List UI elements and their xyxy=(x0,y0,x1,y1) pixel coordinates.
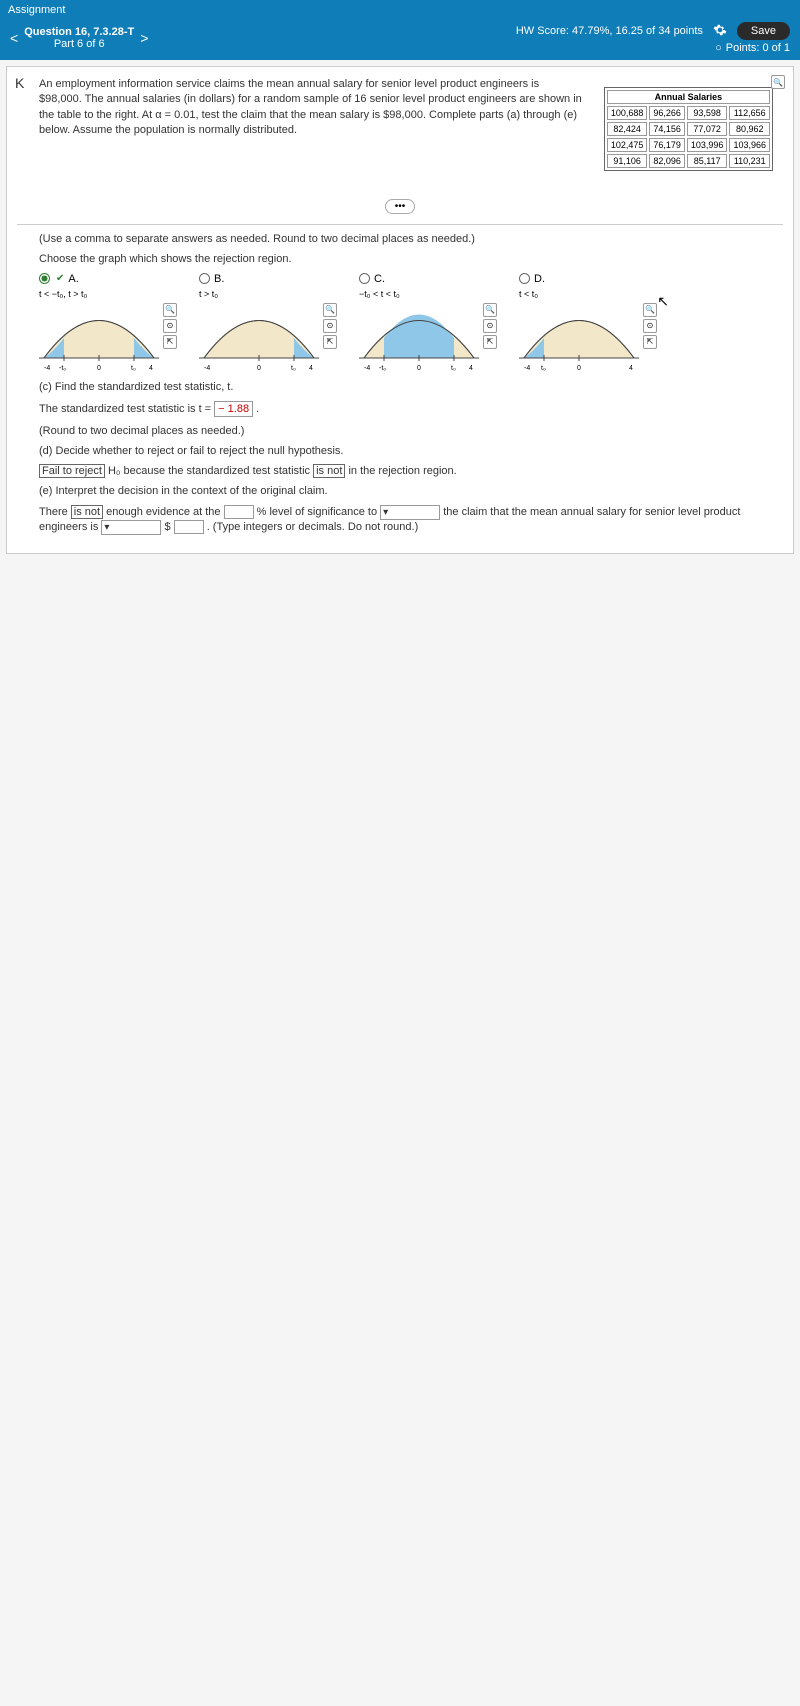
part-c-prompt: (c) Find the standardized test statistic… xyxy=(39,381,783,393)
option-c-label: C. xyxy=(374,273,385,285)
zoom-in-icon[interactable]: 🔍 xyxy=(323,303,337,317)
option-a-graph: -4 -t₀ 0 t₀ 4 🔍 ⊙ ⇱ xyxy=(39,303,159,373)
t-stat-input[interactable]: − 1.88 xyxy=(214,401,253,417)
table-row: 82,42474,15677,07280,962 xyxy=(607,122,770,136)
choose-graph-prompt: Choose the graph which shows the rejecti… xyxy=(39,253,783,265)
points-label: Points: 0 of 1 xyxy=(726,42,790,54)
zoom-reset-icon[interactable]: ⊙ xyxy=(643,319,657,333)
question-header: < Question 16, 7.3.28-T Part 6 of 6 > HW… xyxy=(0,20,800,60)
zoom-in-icon[interactable]: 🔍 xyxy=(163,303,177,317)
zoom-in-icon[interactable]: 🔍 xyxy=(483,303,497,317)
problem-statement: An employment information service claims… xyxy=(39,77,583,139)
svg-text:0: 0 xyxy=(97,365,101,372)
svg-text:4: 4 xyxy=(469,365,473,372)
option-c[interactable]: C. −t₀ < t < t₀ -4 -t₀ 0 t₀ 4 xyxy=(359,273,479,373)
popout-icon[interactable]: ⇱ xyxy=(323,335,337,349)
salary-table: Annual Salaries 100,68896,26693,598112,6… xyxy=(604,87,773,171)
part-e-answer: There is not enough evidence at the % le… xyxy=(39,505,783,535)
gear-icon[interactable] xyxy=(713,23,727,40)
question-content: K An employment information service clai… xyxy=(6,66,794,554)
svg-text:t₀: t₀ xyxy=(131,365,136,372)
prev-question-button[interactable]: < xyxy=(10,30,18,46)
part-label: Part 6 of 6 xyxy=(24,38,134,50)
radio-b[interactable] xyxy=(199,273,210,284)
option-b[interactable]: B. t > t₀ -4 0 t₀ 4 🔍 ⊙ xyxy=(199,273,319,373)
part-c-round-note: (Round to two decimal places as needed.) xyxy=(39,425,783,437)
svg-text:-t₀: -t₀ xyxy=(59,365,66,372)
table-zoom-icon[interactable]: 🔍 xyxy=(771,75,785,89)
comparison-dropdown[interactable]: ▾ xyxy=(101,520,161,535)
check-icon: ✔ xyxy=(56,273,64,284)
graph-options: ✔ A. t < −t₀, t > t₀ -4 -t₀ 0 t₀ xyxy=(39,273,783,373)
part-d-prompt: (d) Decide whether to reject or fail to … xyxy=(39,445,783,457)
assignment-label: Assignment xyxy=(8,4,65,16)
salary-input[interactable] xyxy=(174,520,204,534)
svg-text:4: 4 xyxy=(629,365,633,372)
assignment-header: Assignment xyxy=(0,0,800,20)
zoom-reset-icon[interactable]: ⊙ xyxy=(483,319,497,333)
points-bullet-icon: ○ xyxy=(715,42,722,54)
radio-d[interactable] xyxy=(519,273,530,284)
question-number: Question 16, 7.3.28-T xyxy=(24,26,134,38)
zoom-reset-icon[interactable]: ⊙ xyxy=(323,319,337,333)
option-b-graph: -4 0 t₀ 4 🔍 ⊙ ⇱ xyxy=(199,303,319,373)
option-b-label: B. xyxy=(214,273,224,285)
collapse-icon[interactable]: K xyxy=(15,75,24,91)
popout-icon[interactable]: ⇱ xyxy=(163,335,177,349)
radio-c[interactable] xyxy=(359,273,370,284)
part-e-prompt: (e) Interpret the decision in the contex… xyxy=(39,485,783,497)
svg-text:0: 0 xyxy=(257,365,261,372)
question-nav: < Question 16, 7.3.28-T Part 6 of 6 > xyxy=(10,26,148,50)
isnot-box-e: is not xyxy=(71,505,103,519)
svg-text:-4: -4 xyxy=(524,365,530,372)
radio-a[interactable] xyxy=(39,273,50,284)
save-button[interactable]: Save xyxy=(737,22,790,40)
table-header: Annual Salaries xyxy=(607,90,770,104)
svg-text:t₀: t₀ xyxy=(541,365,546,372)
option-d-caption: t < t₀ xyxy=(519,289,538,299)
svg-text:4: 4 xyxy=(149,365,153,372)
svg-text:-4: -4 xyxy=(44,365,50,372)
svg-text:t₀: t₀ xyxy=(291,365,296,372)
is-not-box: is not xyxy=(313,464,345,478)
divider xyxy=(17,224,783,225)
svg-text:-t₀: -t₀ xyxy=(379,365,386,372)
fail-reject-box: Fail to reject xyxy=(39,464,105,478)
table-row: 100,68896,26693,598112,656 xyxy=(607,106,770,120)
next-question-button[interactable]: > xyxy=(140,30,148,46)
zoom-reset-icon[interactable]: ⊙ xyxy=(163,319,177,333)
popout-icon[interactable]: ⇱ xyxy=(483,335,497,349)
svg-text:0: 0 xyxy=(577,365,581,372)
svg-text:-4: -4 xyxy=(364,365,370,372)
zoom-in-icon[interactable]: 🔍 xyxy=(643,303,657,317)
svg-text:t₀: t₀ xyxy=(451,365,456,372)
table-row: 102,47576,179103,996103,966 xyxy=(607,138,770,152)
instruction-comma: (Use a comma to separate answers as need… xyxy=(39,233,783,245)
option-b-caption: t > t₀ xyxy=(199,289,218,299)
svg-text:4: 4 xyxy=(309,365,313,372)
table-row: 91,10682,09685,117110,231 xyxy=(607,154,770,168)
option-d-graph: -4 t₀ 0 4 🔍 ⊙ ⇱ xyxy=(519,303,639,373)
popout-icon[interactable]: ⇱ xyxy=(643,335,657,349)
option-d[interactable]: D. t < t₀ -4 t₀ 0 4 🔍 ⊙ xyxy=(519,273,639,373)
expand-button[interactable]: ••• xyxy=(385,199,415,214)
option-a-caption: t < −t₀, t > t₀ xyxy=(39,289,87,299)
option-d-label: D. xyxy=(534,273,545,285)
option-a-label: A. xyxy=(68,273,78,285)
svg-text:-4: -4 xyxy=(204,365,210,372)
cursor-icon: ↖ xyxy=(657,293,669,310)
alpha-input[interactable] xyxy=(224,505,254,519)
part-d-answer: Fail to reject H₀ because the standardiz… xyxy=(39,465,783,477)
option-c-graph: -4 -t₀ 0 t₀ 4 🔍 ⊙ ⇱ xyxy=(359,303,479,373)
hw-score: HW Score: 47.79%, 16.25 of 34 points xyxy=(516,25,703,37)
option-a[interactable]: ✔ A. t < −t₀, t > t₀ -4 -t₀ 0 t₀ xyxy=(39,273,159,373)
svg-text:0: 0 xyxy=(417,365,421,372)
option-c-caption: −t₀ < t < t₀ xyxy=(359,289,400,299)
reject-support-dropdown[interactable]: ▾ xyxy=(380,505,440,520)
part-c-answer-line: The standardized test statistic is t = −… xyxy=(39,401,783,417)
